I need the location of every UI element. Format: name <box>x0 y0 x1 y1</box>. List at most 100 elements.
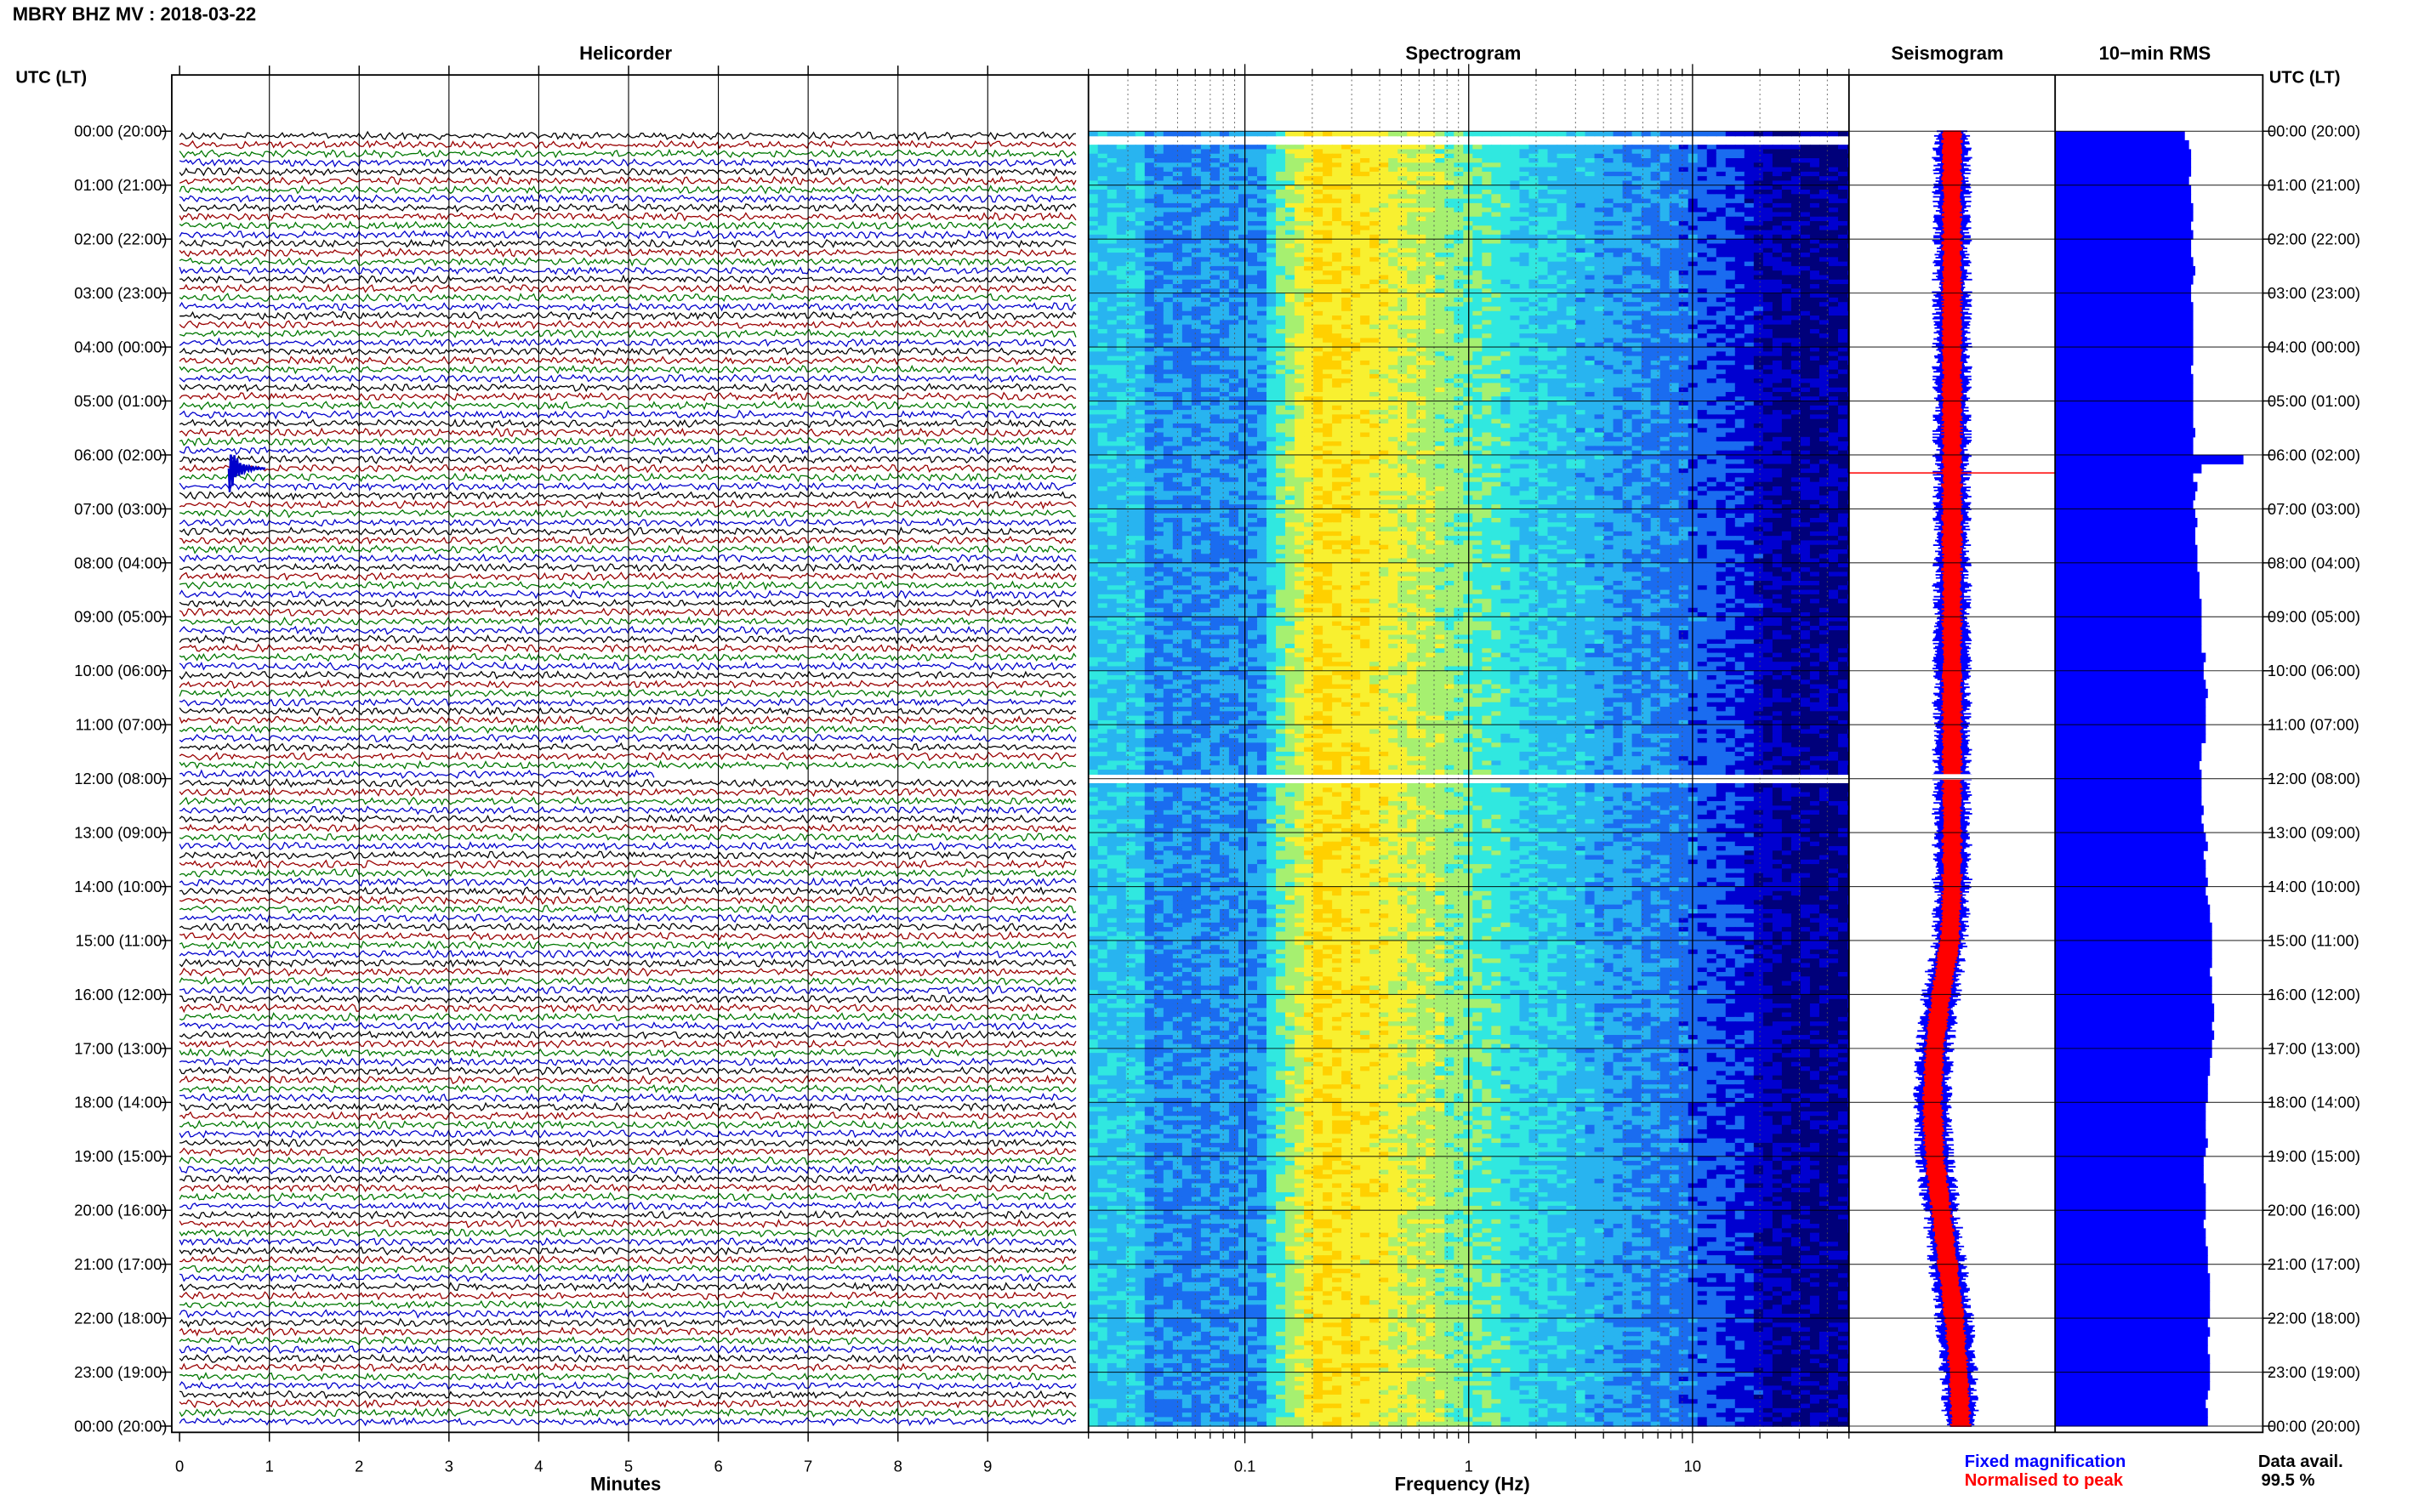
helicorder-trace <box>179 1083 1077 1094</box>
hour-label-right: 02:00 (22:00) <box>2268 230 2360 248</box>
helicorder-trace <box>179 1362 1077 1373</box>
spectrogram-row <box>1088 1026 1849 1032</box>
helicorder-trace <box>179 238 1077 249</box>
spectrogram-row <box>1088 1201 1849 1207</box>
helicorder-trace <box>179 1146 1077 1157</box>
helicorder-trace <box>179 1291 1077 1301</box>
rms-bar <box>2055 247 2192 258</box>
spectrogram-row <box>1088 981 1849 986</box>
hour-label-left: 16:00 (12:00) <box>74 986 167 1003</box>
hour-label-right: 11:00 (07:00) <box>2268 716 2359 734</box>
rms-bar <box>2055 1381 2211 1391</box>
helicorder-trace <box>179 418 1077 429</box>
spectrogram-row <box>1088 792 1849 798</box>
rms-bar <box>2055 293 2192 303</box>
spectrogram-row <box>1088 953 1849 959</box>
spectrogram-row <box>1088 949 1849 955</box>
spectrogram-row <box>1088 190 1849 196</box>
helicorder-trace <box>179 625 1077 636</box>
spectrogram-row <box>1088 1417 1849 1423</box>
helicorder-trace <box>179 553 1077 564</box>
rms-bar <box>2055 904 2211 914</box>
spectrogram-row <box>1088 904 1849 910</box>
helicorder-trace <box>179 562 1077 572</box>
minute-tick-label: 5 <box>624 1457 633 1475</box>
spectrogram-row <box>1088 544 1849 550</box>
hour-label-left: 21:00 (17:00) <box>74 1255 167 1273</box>
helicorder-trace <box>179 733 1077 744</box>
helicorder-trace <box>179 1254 1077 1265</box>
spectrogram-row <box>1088 1098 1849 1104</box>
hour-label-right: 06:00 (02:00) <box>2268 446 2360 463</box>
rms-bar <box>2055 1111 2206 1122</box>
helicorder-trace <box>179 885 1077 896</box>
rms-bar <box>2055 1210 2206 1220</box>
helicorder-trace <box>179 445 1077 456</box>
rms-bar <box>2055 418 2194 429</box>
rms-bar <box>2055 338 2194 348</box>
rms-bar <box>2055 922 2212 932</box>
spectrogram-row <box>1088 265 1849 271</box>
helicorder-trace <box>179 373 1077 384</box>
spectrogram-row <box>1088 1250 1849 1256</box>
rms-bar <box>2055 239 2192 249</box>
spectrogram-row <box>1088 976 1849 982</box>
spectrogram-row <box>1088 1106 1849 1112</box>
spectrogram-row <box>1088 315 1849 321</box>
rms-bar <box>2055 814 2202 825</box>
spectrogram-row <box>1088 396 1849 402</box>
helicorder-trace <box>179 670 1077 680</box>
spectrogram-row <box>1088 1407 1849 1413</box>
hour-label-left: 17:00 (13:00) <box>74 1039 167 1057</box>
spectrogram-row <box>1088 1327 1849 1333</box>
helicorder-trace <box>179 1174 1077 1185</box>
spectrogram-row <box>1088 171 1849 177</box>
rms-bar <box>2055 194 2192 204</box>
helicorder-trace <box>179 364 1077 375</box>
rms-bar <box>2055 1201 2206 1211</box>
spectrogram-row <box>1088 351 1849 357</box>
hour-label-right: 08:00 (04:00) <box>2268 554 2360 571</box>
hour-label-left: 00:00 (20:00) <box>74 1417 167 1435</box>
spectrogram-row <box>1088 401 1849 406</box>
spectrogram-row <box>1088 827 1849 833</box>
hour-label-right: 04:00 (00:00) <box>2268 338 2360 356</box>
spectrogram-row <box>1088 1016 1849 1022</box>
spectrogram-row <box>1088 1313 1849 1319</box>
rms-bar <box>2055 707 2206 717</box>
spectrogram-row <box>1088 486 1849 492</box>
spectrogram-row <box>1088 859 1849 865</box>
spectrogram-row <box>1088 338 1849 344</box>
spectrogram-row <box>1088 504 1849 510</box>
rms-bar <box>2055 1012 2215 1022</box>
rms-bar <box>2055 544 2198 554</box>
helicorder-trace <box>179 652 1077 662</box>
spectrogram-row <box>1088 931 1849 937</box>
legend-normalised-to-peak: Normalised to peak <box>1965 1471 2123 1490</box>
spectrogram-row <box>1088 571 1849 577</box>
rms-bar <box>2055 697 2206 708</box>
rms-bar <box>2055 481 2198 492</box>
spectrogram-row <box>1088 1129 1849 1135</box>
hour-label-right: 09:00 (05:00) <box>2268 608 2360 626</box>
helicorder-trace <box>179 454 1077 465</box>
spectrogram-row <box>1088 365 1849 371</box>
helicorder-trace <box>179 607 1077 617</box>
spectrogram-row <box>1088 819 1849 825</box>
helicorder-trace <box>179 948 1077 959</box>
rms-bar <box>2055 1336 2208 1346</box>
spectrogram-row <box>1088 1116 1849 1122</box>
spectrogram-row <box>1088 216 1849 222</box>
spectrogram-row <box>1088 423 1849 429</box>
spectrogram-row <box>1088 428 1849 434</box>
rms-bar <box>2055 823 2204 833</box>
rms-bar <box>2055 976 2212 986</box>
spectrogram-row <box>1088 1340 1849 1346</box>
helicorder-trace <box>179 1057 1077 1067</box>
spectrogram-row <box>1088 531 1849 537</box>
rms-bar <box>2055 841 2208 851</box>
minute-tick-label: 3 <box>445 1457 453 1475</box>
spectrogram-row <box>1088 1362 1849 1369</box>
spectrogram-row <box>1088 1259 1849 1265</box>
helicorder-trace <box>179 1272 1077 1283</box>
